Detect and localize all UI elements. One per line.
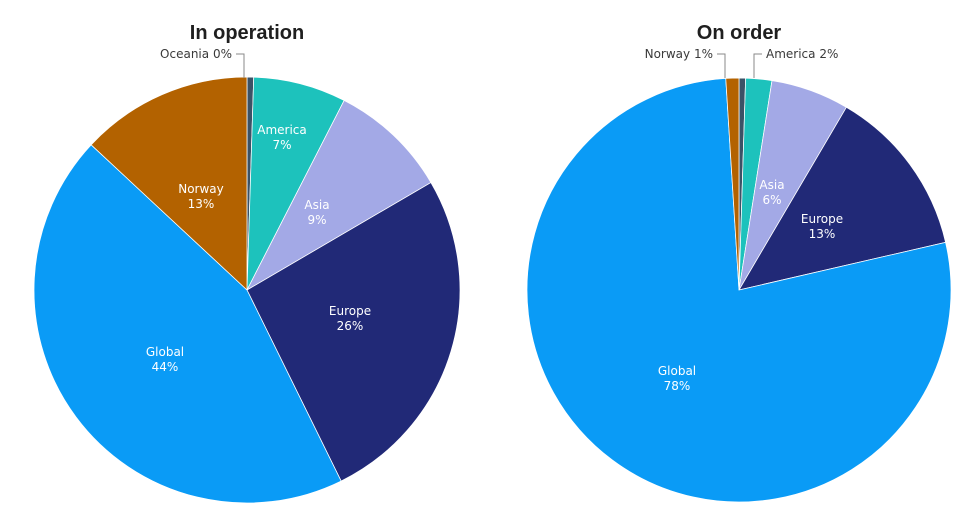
- leader-line: [753, 53, 762, 78]
- slice-name-label: America: [257, 123, 307, 137]
- svg-text:America 2%: America 2%: [766, 47, 838, 61]
- slice-name-label: America: [766, 47, 816, 61]
- svg-text:Oceania 0%: Oceania 0%: [160, 47, 232, 61]
- pie-slice-norway: [90, 76, 248, 291]
- pie-slice-europe: [738, 106, 947, 291]
- slice-label-oceania: Oceania 0%: [160, 47, 245, 78]
- slice-name-label: Norway: [645, 47, 691, 61]
- slice-label-global: Global 44%: [146, 345, 184, 374]
- slice-percent-label: 26%: [337, 319, 364, 333]
- slice-label-global: Global 78%: [658, 364, 696, 393]
- chart-title: In operation: [190, 22, 304, 44]
- slice-percent-label: 78%: [664, 379, 691, 393]
- pie-chart-on-order: On order Asia 6% Europe 13% Global 78% N…: [526, 22, 952, 503]
- slice-percent-label: 9%: [307, 213, 326, 227]
- pie-slice-global: [526, 78, 952, 503]
- pie-slice-norway: [725, 77, 740, 291]
- pie-slice-asia: [246, 99, 432, 291]
- slice-name-label: Asia: [304, 198, 329, 212]
- slice-label-norway: Norway 13%: [178, 182, 224, 211]
- slice-label-asia: Asia 9%: [304, 198, 329, 227]
- slice-percent-label: 2%: [819, 47, 838, 61]
- slice-name-label: Europe: [801, 212, 843, 226]
- slice-percent-label: 13%: [188, 197, 215, 211]
- slice-label-europe: Europe 26%: [329, 304, 371, 333]
- slice-percent-label: 1%: [694, 47, 713, 61]
- slice-percent-label: 6%: [762, 193, 781, 207]
- slice-percent-label: 7%: [272, 138, 291, 152]
- pie-slice-global: [33, 144, 342, 504]
- slice-name-label: Global: [658, 364, 696, 378]
- slice-label-asia: Asia 6%: [759, 178, 784, 207]
- chart-title: On order: [697, 22, 782, 44]
- slice-name-label: Global: [146, 345, 184, 359]
- slice-name-label: Norway: [178, 182, 224, 196]
- pie-slice-europe: [246, 182, 461, 482]
- svg-text:Norway 1%: Norway 1%: [645, 47, 713, 61]
- leader-line: [236, 53, 245, 78]
- slice-name-label: Asia: [759, 178, 784, 192]
- slice-percent-label: 44%: [152, 360, 179, 374]
- slice-name-label: Oceania: [160, 47, 209, 61]
- slice-label-europe: Europe 13%: [801, 212, 843, 241]
- slice-label-norway: Norway 1%: [645, 47, 726, 78]
- pie-slices: [526, 77, 952, 503]
- pie-slices: [33, 76, 461, 504]
- pie-chart-in-operation: In operation America 7% Asia 9% Europe 2…: [33, 22, 461, 504]
- slice-label-america: America 7%: [257, 123, 307, 152]
- slice-label-america: America 2%: [753, 47, 838, 78]
- slice-percent-label: 13%: [809, 227, 836, 241]
- leader-line: [717, 53, 726, 78]
- slice-percent-label: 0%: [213, 47, 232, 61]
- slice-name-label: Europe: [329, 304, 371, 318]
